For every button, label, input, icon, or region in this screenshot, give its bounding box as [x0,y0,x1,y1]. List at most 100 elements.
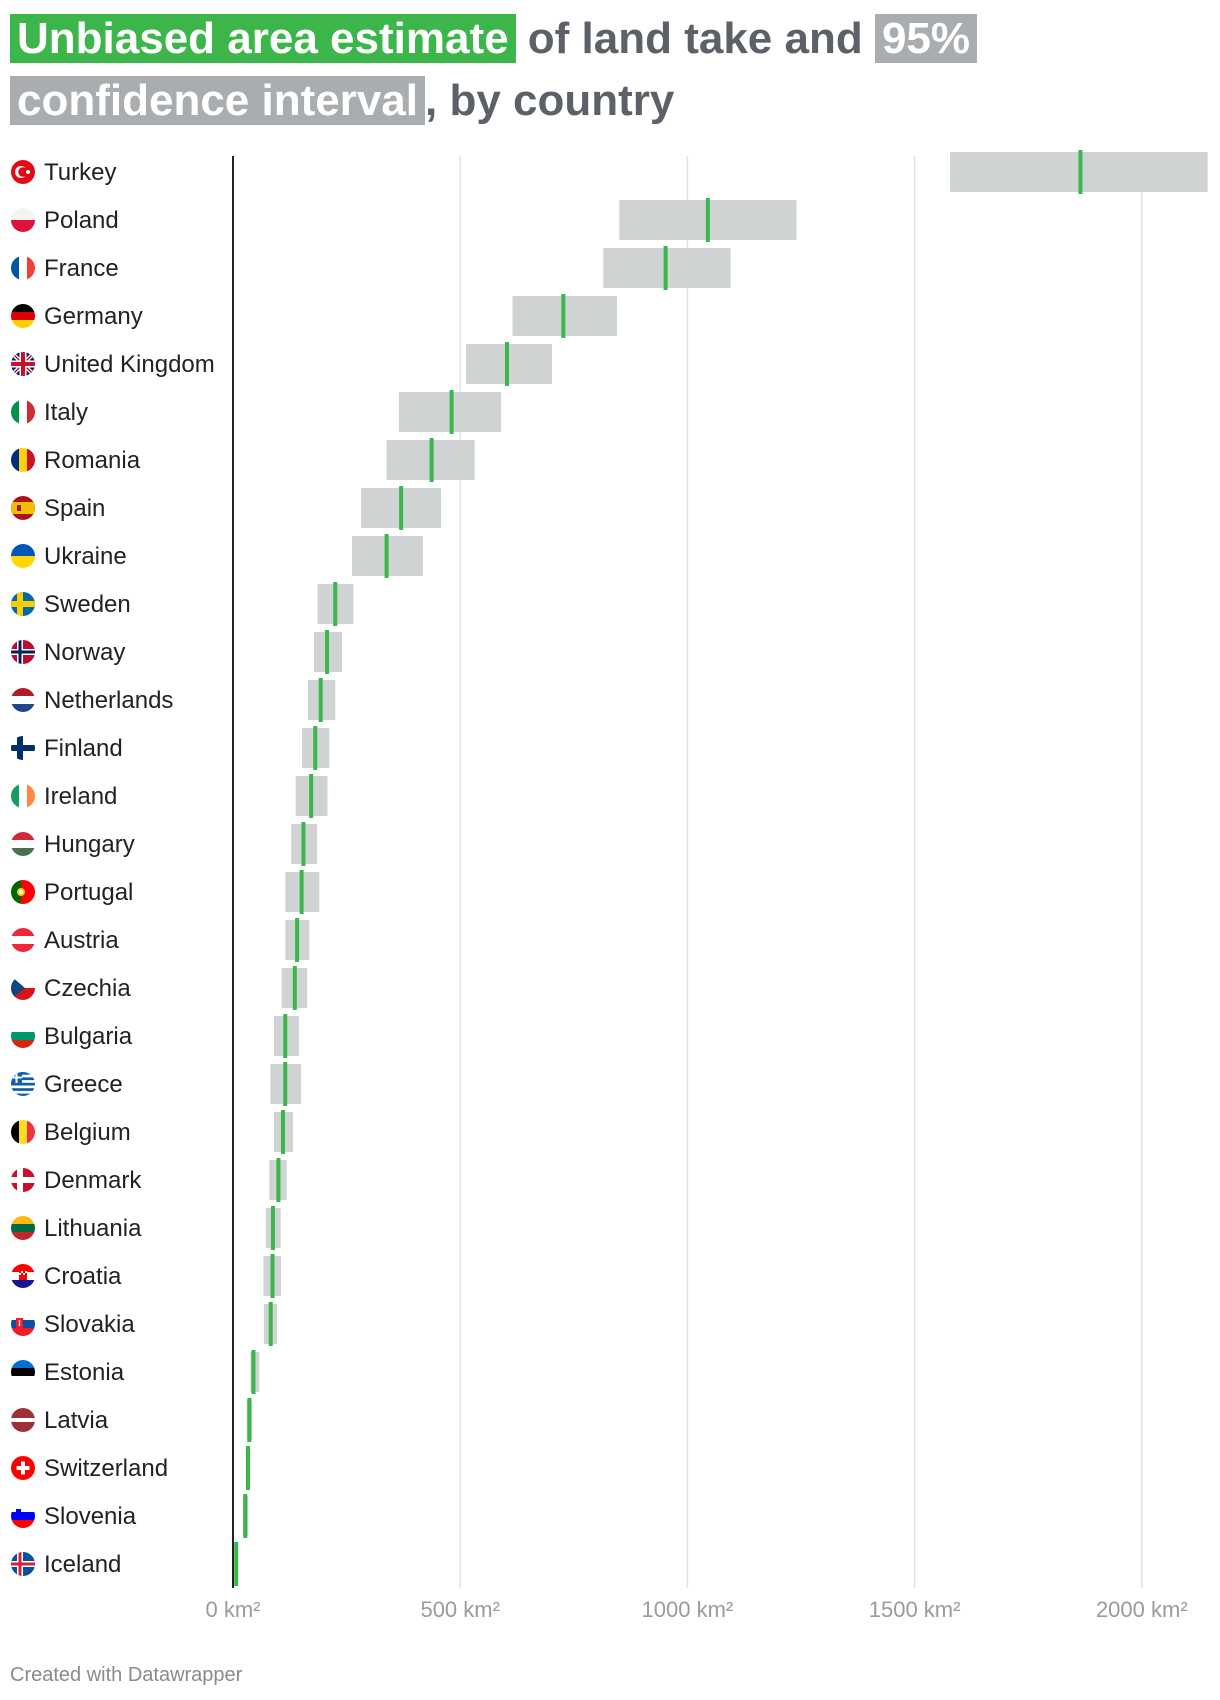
flag-part [11,502,35,514]
country-label: Portugal [44,879,133,906]
flag-part [19,400,27,424]
country-label: France [44,255,119,282]
estimate-marker [313,726,318,770]
country-label: United Kingdom [44,351,215,378]
country-label: Switzerland [44,1455,168,1482]
flag-part [11,1082,35,1086]
estimate-marker [270,1254,275,1298]
flag-part [18,640,22,664]
flag-part [11,784,19,808]
x-tick-label: 1000 km² [642,1597,734,1622]
italy-flag-icon [11,400,35,424]
portugal-flag-icon [11,880,35,904]
estimate-marker [245,1446,250,1490]
ukraine-flag-icon [11,544,35,568]
estimate-marker [449,390,454,434]
france-flag-icon [11,256,35,280]
flag-part [11,448,19,472]
country-label: Belgium [44,1119,131,1146]
estimate-marker [243,1494,248,1538]
flag-part [27,784,35,808]
iceland-flag-icon [11,1552,35,1576]
country-label: Turkey [44,159,116,186]
title-text-suffix: , by country [425,76,675,125]
poland-flag-icon [11,208,35,232]
finland-flag-icon [11,736,35,760]
turkey-flag-icon [11,160,35,184]
flag-part [11,880,21,904]
x-axis-ticks: 0 km² 500 km² 1000 km² 1500 km² 2000 km² [206,1597,1188,1622]
flag-part [11,1376,35,1384]
flag-part [11,1076,22,1079]
footer-credit: Created with Datawrapper [10,1664,243,1686]
flag-part [11,1088,35,1091]
estimate-marker [280,1110,285,1154]
spain-flag-icon [11,496,35,520]
gridlines [459,156,1143,1588]
title-text-connector: of land take and [515,14,875,63]
country-label: Spain [44,495,105,522]
flag-part [11,1360,35,1368]
flag-part [11,696,35,704]
estimate-marker [292,966,297,1010]
slovakia-flag-icon [11,1312,35,1336]
estimate-marker [251,1350,256,1394]
country-label: Ukraine [44,543,127,570]
flag-part [16,1509,21,1516]
flag-part [21,1271,23,1273]
flag-part [18,1552,22,1576]
estimate-marker [333,582,338,626]
country-label: Slovakia [44,1311,135,1338]
country-label: Italy [44,399,88,426]
flag-part [19,784,27,808]
estimate-marker [561,294,566,338]
estimate-marker [309,774,314,818]
country-label: Norway [44,639,125,666]
ireland-flag-icon [11,784,35,808]
flag-part [19,1273,21,1275]
interval-bar [466,344,552,384]
estimate-marker [1078,150,1083,194]
norway-flag-icon [11,640,35,664]
x-tick-label: 2000 km² [1096,1597,1188,1622]
flag-part [19,448,27,472]
estimate-marker [325,630,330,674]
estimate-marker [301,822,306,866]
country-label: Finland [44,735,123,762]
estimate-marker [663,246,668,290]
flag-part [11,704,35,712]
flag-part [11,208,35,220]
flag-part [11,1077,35,1081]
uk-flag-icon [11,352,35,376]
range-chart: Turkey Poland France Germany United Kingdom I… [11,150,1208,1622]
country-label: Lithuania [44,1215,142,1242]
slovenia-flag-icon [11,1504,35,1528]
estimate-marker [276,1158,281,1202]
country-label: Romania [44,447,141,474]
flag-part [11,220,35,232]
estimate-marker [429,438,434,482]
flag-part [26,170,30,174]
flag-part [27,1120,35,1144]
netherlands-flag-icon [11,688,35,712]
flag-part [11,1520,35,1528]
x-tick-label: 500 km² [420,1597,499,1622]
estimate-marker [399,486,404,530]
flag-part [11,1280,35,1288]
flag-part [11,1232,35,1240]
estimate-marker [299,870,304,914]
country-label: Slovenia [44,1503,137,1530]
title-highlight-estimate: Unbiased area estimate [10,14,516,63]
x-tick-label: 0 km² [206,1597,261,1622]
country-label: Czechia [44,975,131,1002]
flag-part [27,256,35,280]
flag-part [11,1032,35,1040]
flag-part [27,448,35,472]
germany-flag-icon [11,304,35,328]
sweden-flag-icon [11,592,35,616]
flag-part [11,1120,19,1144]
country-label: Germany [44,303,143,330]
flag-part [11,312,35,320]
bulgaria-flag-icon [11,1024,35,1048]
flag-part [19,1120,27,1144]
